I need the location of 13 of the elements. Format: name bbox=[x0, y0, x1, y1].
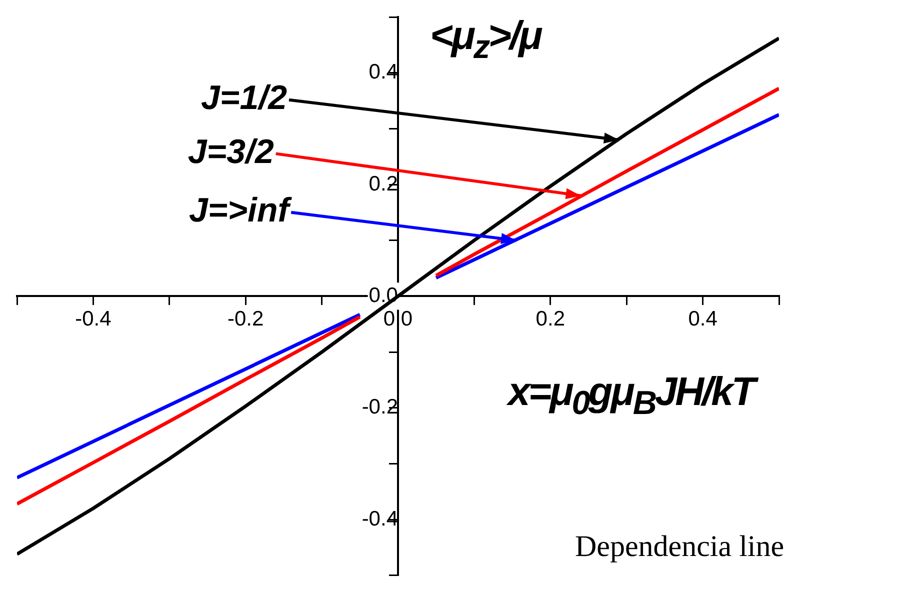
y-tick-label: 0.2 bbox=[368, 172, 398, 196]
x-tick-label: 0.2 bbox=[536, 308, 565, 331]
annotation: J=>inf bbox=[188, 192, 293, 230]
y-axis-title: <μ$_{z}$>/μ bbox=[430, 14, 541, 67]
y-tick-label: -0.2 bbox=[362, 396, 398, 419]
x-tick-label: -0.2 bbox=[228, 308, 264, 331]
y-tick-label: 0.4 bbox=[368, 60, 398, 84]
x-tick-label: 0.4 bbox=[688, 308, 718, 331]
annotation: J=3/2 bbox=[188, 133, 274, 172]
annotation: Dependencia line bbox=[575, 530, 784, 564]
annotation: J=1/2 bbox=[200, 79, 288, 118]
x-tick-label: -0.4 bbox=[75, 308, 112, 331]
y-tick-label: -0.4 bbox=[362, 507, 398, 530]
